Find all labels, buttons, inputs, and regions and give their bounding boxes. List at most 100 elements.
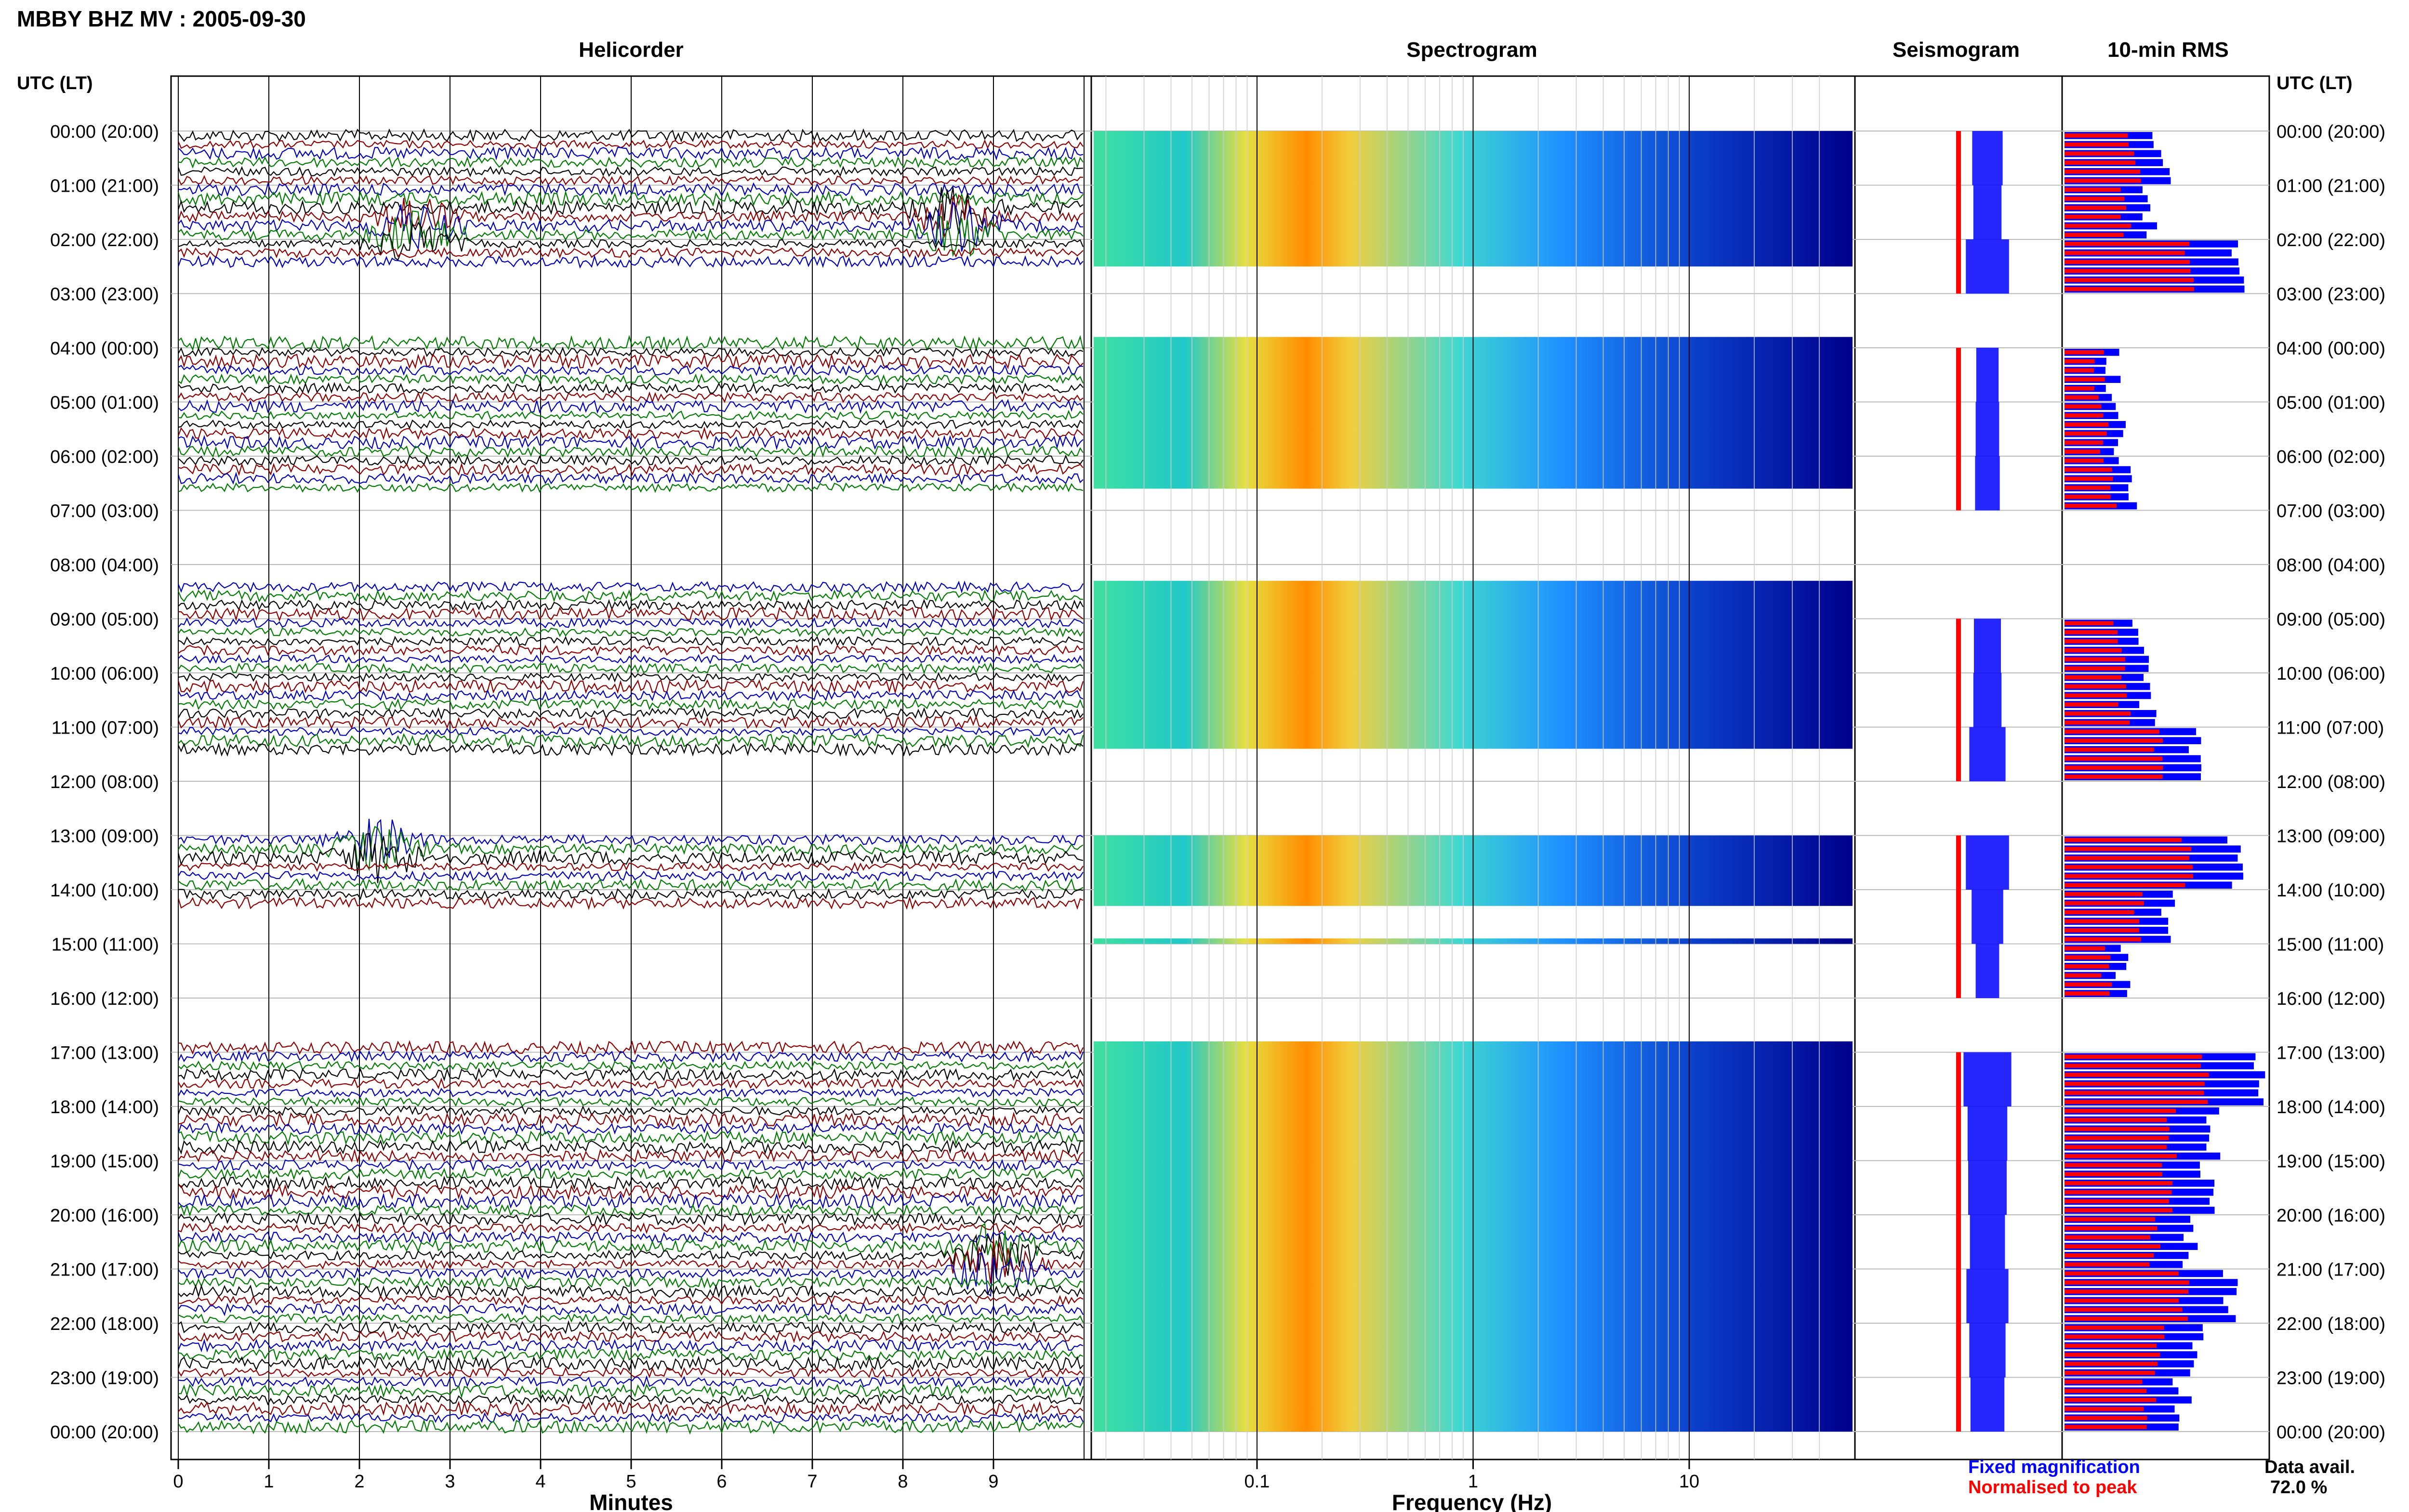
row-label: 18:00 (14:00) [50, 1097, 159, 1118]
seismogram-normalised-mark [1956, 1215, 1961, 1269]
rms-bar-normalised [2065, 260, 2190, 264]
helicorder-trace [178, 887, 1084, 900]
row-label: 06:00 (02:00) [50, 447, 159, 467]
minute-tick-label: 0 [173, 1472, 183, 1492]
row-label: 22:00 (18:00) [50, 1314, 159, 1334]
rms-bar-normalised [2065, 1407, 2144, 1411]
rms-bar-normalised [2065, 1289, 2189, 1294]
row-label: 19:00 (15:00) [2277, 1152, 2385, 1172]
rms-bar-normalised [2065, 197, 2125, 201]
rms-bar-normalised [2065, 910, 2134, 915]
seismogram-fixed-mark [1973, 673, 2002, 727]
helicorder-trace [178, 1067, 1084, 1082]
row-label: 13:00 (09:00) [2277, 827, 2385, 847]
rms-bar-normalised [2065, 1362, 2158, 1366]
row-label: 17:00 (13:00) [50, 1043, 159, 1064]
rms-bar-normalised [2065, 775, 2163, 779]
rms-title: 10-min RMS [2107, 38, 2229, 62]
rms-bar-normalised [2065, 404, 2102, 409]
rms-bar-normalised [2065, 1154, 2177, 1158]
helicorder-trace [177, 715, 1084, 730]
rms-bar-normalised [2065, 431, 2107, 436]
rms-bar-normalised [2065, 1416, 2147, 1420]
helicorder-trace [178, 1320, 1084, 1335]
helicorder-trace [178, 689, 1084, 702]
seismogram-fixed-mark [1970, 1215, 2005, 1269]
rms-bar-normalised [2065, 368, 2094, 373]
helicorder-trace [177, 1167, 1084, 1181]
rms-bar-normalised [2065, 1208, 2173, 1212]
helicorder-trace [177, 580, 1084, 594]
row-label: 10:00 (06:00) [50, 664, 159, 684]
rms-bar-normalised [2065, 639, 2118, 644]
helicorder-trace [178, 1192, 1084, 1210]
helicorder-trace [177, 254, 1084, 269]
rms-bar-normalised [2065, 250, 2185, 255]
helicorder-trace [178, 1040, 1084, 1055]
row-label: 20:00 (16:00) [2277, 1206, 2385, 1226]
rms-bar-normalised [2065, 1343, 2157, 1348]
rms-bar-normalised [2065, 630, 2118, 634]
helicorder-traces [177, 128, 1084, 1435]
rms-bar-normalised [2065, 991, 2110, 996]
helicorder-trace [177, 472, 1084, 486]
helicorder-trace [178, 654, 1084, 665]
minute-tick-label: 6 [716, 1472, 727, 1492]
helicorder-trace [178, 1383, 1084, 1399]
rms-bar-normalised [2065, 413, 2104, 418]
helicorder-trace [178, 742, 1084, 757]
helicorder-trace [177, 833, 1084, 883]
row-label: 15:00 (11:00) [2277, 935, 2384, 955]
helicorder-trace [178, 672, 1083, 683]
seismogram-normalised-mark [1956, 727, 1961, 781]
seismogram-fixed-mark [1975, 944, 1999, 998]
spectrogram-title: Spectrogram [1406, 38, 1537, 62]
helicorder-trace [178, 1302, 1084, 1316]
row-label: 03:00 (23:00) [2277, 285, 2385, 305]
rms-bar-normalised [2065, 467, 2112, 472]
helicorder-trace [177, 190, 1084, 207]
helicorder-trace [177, 589, 1084, 603]
data-avail-value: 72.0 % [2270, 1477, 2327, 1498]
rms-bar-normalised [2065, 982, 2112, 987]
rms-bar-normalised [2065, 1199, 2169, 1204]
row-label: 00:00 (20:00) [50, 122, 159, 142]
seismogram-normalised-mark [1956, 348, 1961, 402]
right-axis-header: UTC (LT) [2277, 73, 2353, 93]
rms-bar-normalised [2065, 449, 2100, 454]
rms-bar-normalised [2065, 1380, 2143, 1384]
helicorder-trace [178, 1348, 1084, 1362]
seismogram-normalised-mark [1956, 944, 1961, 998]
plot-layer [170, 75, 2270, 1460]
row-label: 14:00 (10:00) [50, 881, 159, 901]
row-label: 22:00 (18:00) [2277, 1314, 2385, 1334]
row-label: 13:00 (09:00) [50, 827, 159, 847]
seismogram-fixed-mark [1970, 1377, 2005, 1432]
rms-bar-normalised [2065, 1280, 2189, 1285]
seismogram-fixed-mark [1976, 348, 1999, 402]
rms-bar-normalised [2065, 748, 2154, 752]
rms-bar-normalised [2065, 214, 2121, 219]
row-label: 23:00 (19:00) [2277, 1368, 2385, 1389]
rms-bar-normalised [2065, 1425, 2147, 1429]
helicorder-trace [178, 1394, 1084, 1406]
helicorder-trace [178, 1096, 1084, 1107]
helicorder-trace [177, 678, 1084, 695]
helicorder-trace [178, 1077, 1084, 1090]
left-axis-header: UTC (LT) [17, 73, 93, 93]
rms-bar-normalised [2065, 1262, 2150, 1267]
rms-bar-normalised [2065, 1091, 2204, 1095]
helicorder-trace [178, 156, 1084, 169]
frequency-tick-label: 1 [1468, 1472, 1478, 1492]
rms-bar-normalised [2065, 666, 2125, 671]
seismogram-normalised-mark [1956, 131, 1961, 185]
seismogram-normalised-mark [1956, 1106, 1961, 1161]
helicorder-trace [178, 617, 1084, 629]
minute-tick-label: 8 [898, 1472, 908, 1492]
rms-bar-normalised [2065, 693, 2127, 698]
row-label: 16:00 (12:00) [2277, 989, 2385, 1009]
row-label: 09:00 (05:00) [50, 610, 159, 630]
row-label: 05:00 (01:00) [2277, 393, 2385, 413]
helicorder-trace [178, 870, 1084, 882]
seismogram-fixed-mark [1972, 131, 2003, 185]
